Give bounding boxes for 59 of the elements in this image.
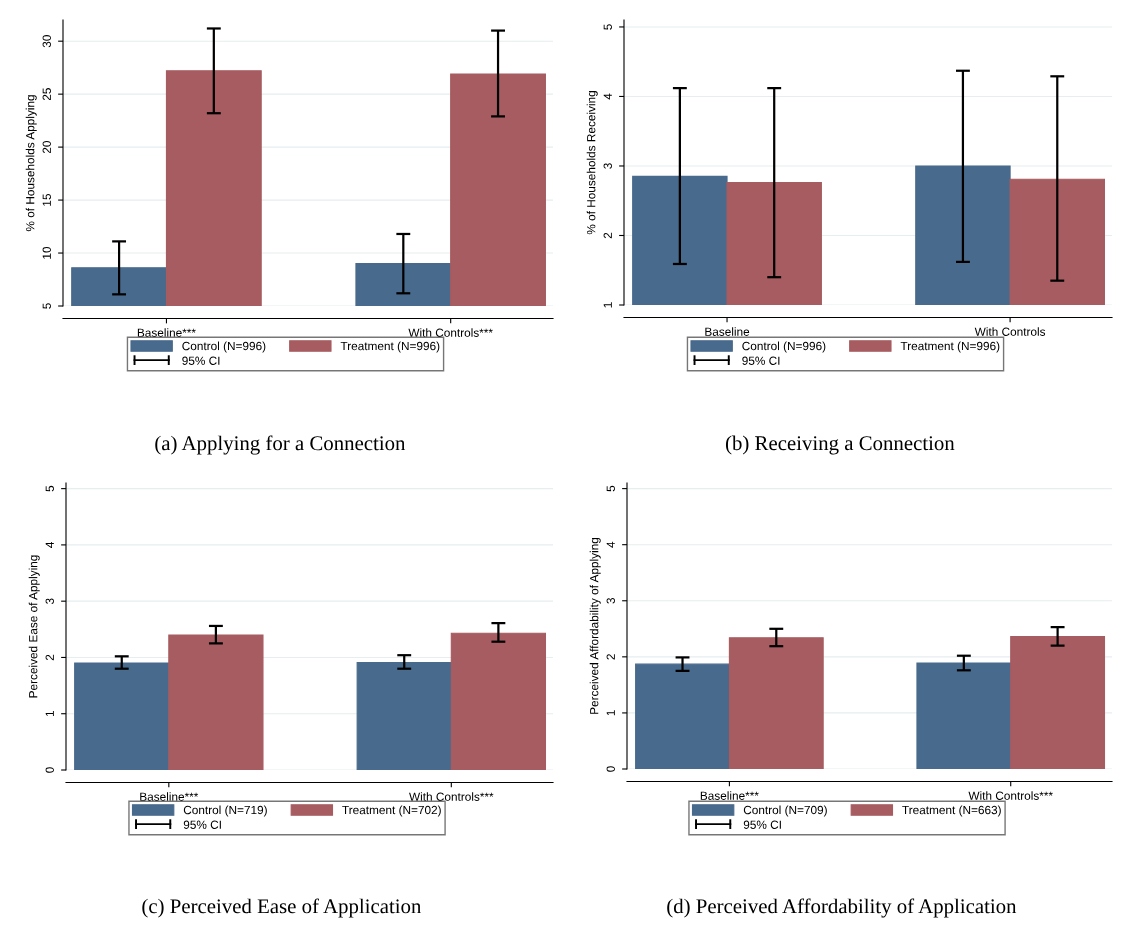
y-axis-title: % of Households Applying <box>25 95 37 232</box>
x-tick-label: With Controls*** <box>408 328 493 337</box>
y-tick-label: 2 <box>45 654 54 661</box>
bar <box>916 662 1012 769</box>
x-tick-label: With Controls*** <box>409 792 494 801</box>
legend-label: Control (N=719) <box>183 805 267 817</box>
text: (d) Perceived Affordability of Application <box>667 898 1017 918</box>
y-tick-label: 15 <box>42 194 51 206</box>
text: (b) Receiving a Connection <box>725 435 955 455</box>
bar <box>74 662 170 770</box>
y-tick-label: 5 <box>603 24 612 30</box>
text: (a) Applying for a Connection <box>155 435 406 455</box>
y-tick-label: 4 <box>45 541 54 548</box>
y-tick-label: 5 <box>606 485 615 492</box>
y-tick-label: 3 <box>606 598 615 604</box>
bar <box>450 632 547 770</box>
legend-label: Treatment (N=702) <box>342 805 441 817</box>
x-tick-label: With Controls*** <box>968 791 1053 800</box>
y-tick-label: 2 <box>603 232 612 239</box>
x-tick-label: Baseline*** <box>137 328 196 337</box>
y-tick-label: 0 <box>45 767 54 773</box>
y-tick-label: 2 <box>606 654 615 660</box>
bar <box>635 663 730 769</box>
y-tick-label: 5 <box>42 303 51 309</box>
y-tick-label: 1 <box>603 302 612 308</box>
y-tick-label: 1 <box>45 711 54 717</box>
y-axis-title: Perceived Affordability of Applying <box>589 537 601 714</box>
bar <box>1010 636 1106 769</box>
x-tick-label: Baseline*** <box>700 791 759 800</box>
legend-label: Control (N=996) <box>182 341 266 353</box>
text: 95% CI <box>182 356 220 365</box>
y-tick-label: 20 <box>42 141 51 154</box>
y-tick-label: 1 <box>606 710 615 716</box>
y-tick-label: 0 <box>606 766 615 772</box>
bar <box>356 661 452 770</box>
y-axis-title: % of Households Receiving <box>586 91 598 235</box>
text: 95% CI <box>742 356 780 365</box>
text: 95% CI <box>743 820 781 829</box>
legend-label: Treatment (N=996) <box>900 341 1000 353</box>
y-tick-label: 4 <box>603 93 612 100</box>
text: 95% CI <box>183 820 221 829</box>
bar <box>168 634 264 770</box>
y-axis-title: Perceived Ease of Applying <box>28 555 40 698</box>
legend-label: Control (N=996) <box>742 341 826 353</box>
y-tick-label: 4 <box>606 541 615 548</box>
y-tick-label: 25 <box>42 88 51 101</box>
y-tick-label: 10 <box>42 246 51 259</box>
bar <box>728 637 824 769</box>
y-tick-label: 3 <box>603 163 612 169</box>
y-tick-label: 5 <box>45 485 54 492</box>
legend-label: Control (N=709) <box>743 805 827 817</box>
text: (c) Perceived Ease of Application <box>142 898 422 918</box>
legend-label: Treatment (N=996) <box>340 341 440 353</box>
x-tick-label: With Controls <box>974 327 1046 336</box>
y-tick-label: 30 <box>42 35 51 48</box>
legend-label: Treatment (N=663) <box>902 805 1001 817</box>
y-tick-label: 3 <box>45 598 54 605</box>
x-tick-label: Baseline*** <box>140 792 199 801</box>
x-tick-label: Baseline <box>705 327 750 336</box>
